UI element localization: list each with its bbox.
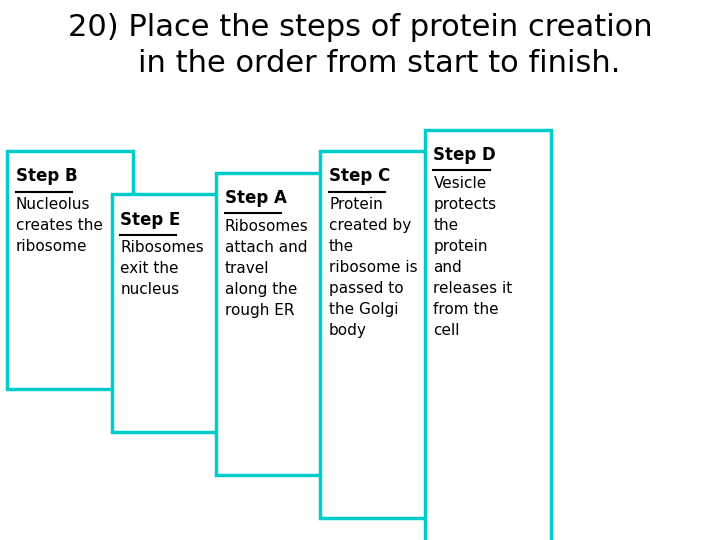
Bar (425, 130, 551, 540)
Bar (320, 151, 446, 518)
Text: Step D: Step D (433, 146, 496, 164)
Bar (7, 151, 133, 389)
Bar (112, 194, 238, 432)
Text: Nucleolus
creates the
ribosome: Nucleolus creates the ribosome (16, 197, 103, 254)
Text: Ribosomes
exit the
nucleus: Ribosomes exit the nucleus (120, 240, 204, 298)
Text: 20) Place the steps of protein creation: 20) Place the steps of protein creation (68, 14, 652, 43)
Text: Vesicle
protects
the
protein
and
releases it
from the
cell: Vesicle protects the protein and release… (433, 176, 513, 338)
Text: Protein
created by
the
ribosome is
passed to
the Golgi
body: Protein created by the ribosome is passe… (329, 197, 418, 338)
Text: Step B: Step B (16, 167, 78, 185)
Bar (216, 173, 342, 475)
Text: Step C: Step C (329, 167, 390, 185)
Text: in the order from start to finish.: in the order from start to finish. (99, 49, 621, 78)
Text: Ribosomes
attach and
travel
along the
rough ER: Ribosomes attach and travel along the ro… (225, 219, 308, 318)
Text: Step E: Step E (120, 211, 181, 228)
Text: Step A: Step A (225, 189, 287, 207)
